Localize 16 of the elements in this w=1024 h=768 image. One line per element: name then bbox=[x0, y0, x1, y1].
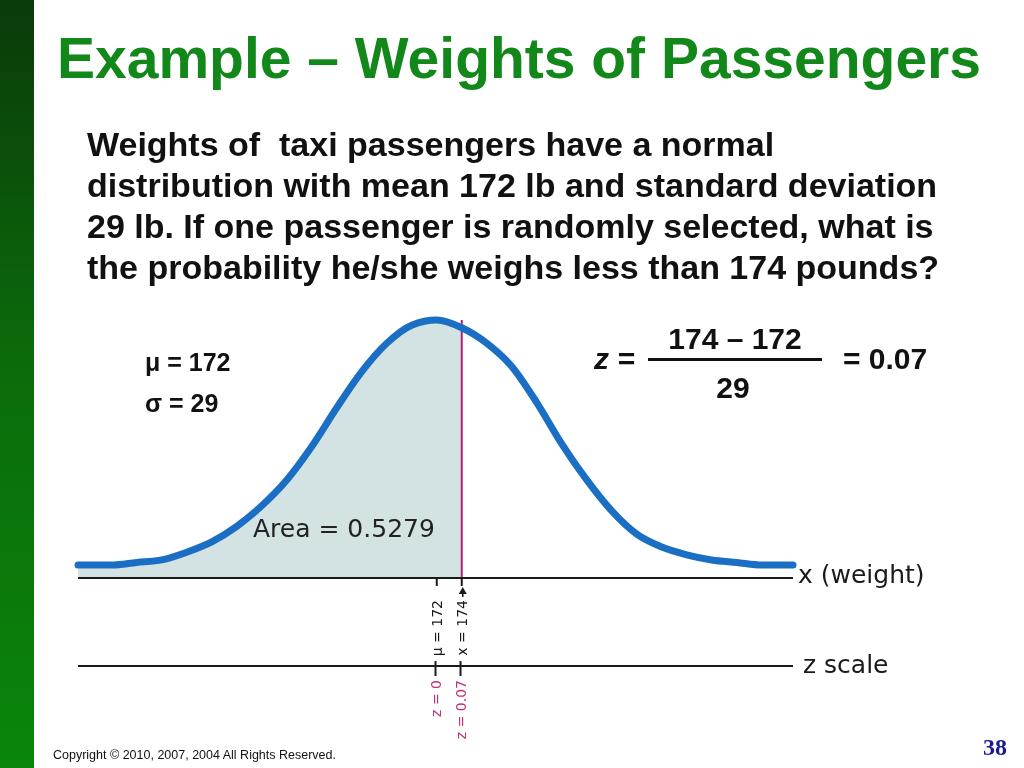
chart-subtitle: Weights of taxi passengers have a normal distribution with mean 172 lb and standard deviation 29 lb. If one passenger is randomly selected, what is the probability he/she weighs less than 174 pounds? bbox=[87, 124, 941, 288]
text: Copyright © 2010, 2007, 2004 All Rights Reserved. bbox=[53, 747, 336, 763]
x2-tick-label: z = 0.07 bbox=[452, 680, 469, 740]
annotation: 29 bbox=[716, 370, 750, 406]
x-tick-label: x = 174 bbox=[453, 599, 470, 656]
text: 38 bbox=[983, 734, 1007, 762]
x2-tick-label: z = 0 bbox=[427, 680, 444, 717]
annotation: z = bbox=[594, 341, 635, 377]
annotation: μ = 172 bbox=[145, 347, 231, 377]
text: = 0.07 bbox=[843, 341, 928, 377]
chart-title: Example – Weights of Passengers bbox=[57, 26, 981, 90]
annotation: σ = 29 bbox=[145, 388, 219, 418]
x2-axis-title: z scale bbox=[803, 649, 889, 679]
annotation: 174 – 172 bbox=[668, 321, 802, 357]
x-axis-title: x (weight) bbox=[798, 559, 925, 589]
annotation: Area = 0.5279 bbox=[253, 513, 435, 544]
